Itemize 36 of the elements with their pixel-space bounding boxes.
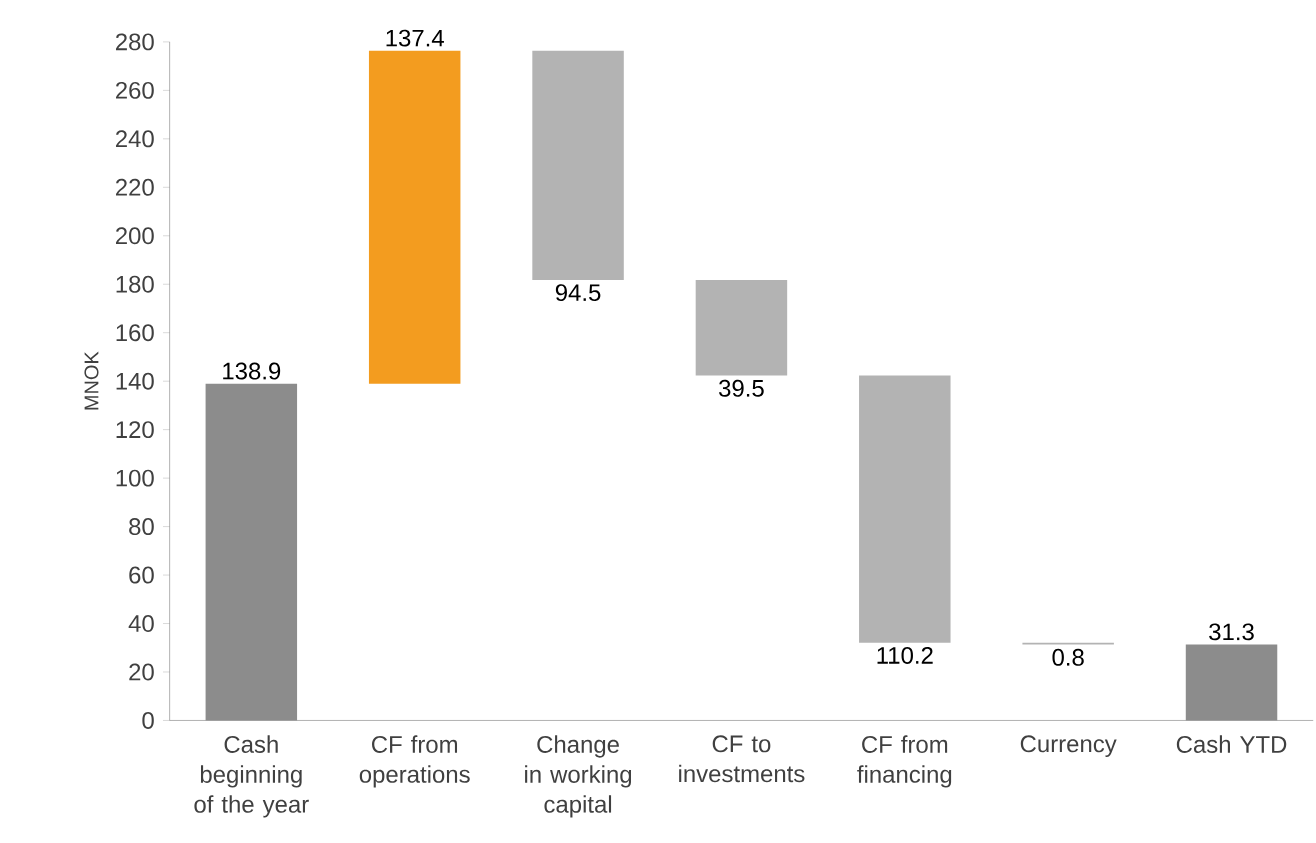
y-tick-label: 280 (115, 33, 154, 51)
y-tick-label: 220 (115, 178, 154, 196)
x-tick-label: CF from financing (857, 735, 952, 788)
bar (532, 50, 624, 280)
data-label: 39.5 (719, 379, 764, 397)
data-label: 137.4 (386, 29, 444, 47)
data-label: 138.9 (223, 362, 281, 380)
y-tick-label: 60 (129, 566, 154, 584)
bar (859, 375, 951, 643)
bar (205, 383, 298, 721)
bar (695, 279, 788, 376)
y-tick-label: 120 (116, 421, 154, 439)
y-tick-label: 20 (129, 663, 154, 681)
y-tick-label: 100 (116, 469, 154, 487)
x-tick-label: Cash beginning of the year (194, 735, 309, 818)
y-tick-label: 200 (115, 227, 154, 245)
y-tick-label: 140 (116, 372, 154, 390)
data-label: 110.2 (877, 646, 933, 664)
x-tick-label: CF from operations (359, 735, 470, 788)
y-tick-label: 240 (115, 130, 154, 148)
y-tick-label: 160 (116, 324, 154, 342)
data-label: 94.5 (555, 284, 601, 301)
x-tick-label: Cash YTD (1176, 735, 1287, 753)
bar (1185, 644, 1278, 721)
bar (368, 50, 461, 384)
y-tick-label: 80 (129, 518, 154, 535)
x-tick-label: Change in working capital (525, 735, 632, 818)
y-tick-label: 260 (115, 81, 154, 99)
y-tick-label: 180 (116, 275, 154, 293)
y-tick-label: 0 (142, 711, 154, 729)
x-tick-label: Currency (1020, 735, 1117, 757)
y-tick-label: 40 (128, 614, 154, 632)
data-label: 31.3 (1209, 623, 1254, 641)
data-label: 0.8 (1052, 648, 1084, 666)
y-axis-title: MNOK (84, 351, 99, 410)
x-tick-label: CF to investments (679, 735, 805, 783)
